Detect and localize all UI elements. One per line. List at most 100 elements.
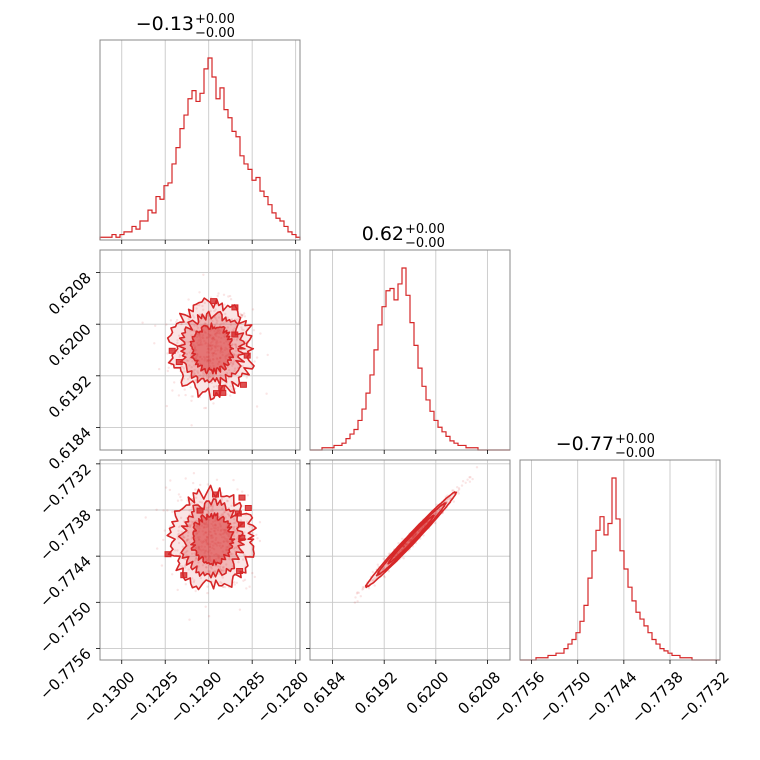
scatter-point [236, 537, 239, 540]
scatter-point [220, 497, 223, 500]
scatter-point [155, 508, 158, 511]
scatter-point [355, 592, 359, 595]
scatter-point [475, 466, 479, 469]
scatter-point [223, 510, 227, 514]
scatter-point [464, 481, 467, 484]
scatter-point [199, 338, 202, 341]
axes-frame [309, 249, 511, 451]
scatter-point [199, 340, 202, 343]
density-contour [210, 298, 218, 305]
scatter-point [210, 534, 213, 537]
scatter-point [167, 366, 170, 369]
scatter-point [204, 523, 207, 526]
scatter-point [242, 558, 245, 561]
scatter-point [238, 608, 242, 611]
scatter-point [234, 521, 237, 524]
scatter-point [242, 579, 245, 582]
scatter-point [203, 359, 206, 362]
scatter-point [231, 362, 235, 366]
scatter-point [207, 350, 210, 353]
scatter-point [177, 525, 181, 529]
scatter-point [188, 513, 192, 516]
scatter-point [215, 345, 219, 348]
scatter-point [457, 492, 460, 495]
density-contour [190, 512, 236, 567]
scatter-point [225, 546, 228, 549]
scatter-point [229, 362, 232, 365]
scatter-point [218, 555, 221, 558]
scatter-point [361, 588, 364, 591]
scatter-point [199, 336, 202, 339]
histogram-step-line [310, 267, 510, 451]
scatter-point [204, 566, 208, 569]
scatter-point [243, 312, 246, 315]
scatter-point [181, 342, 184, 345]
scatter-point [168, 488, 172, 492]
scatter-point [221, 545, 224, 548]
scatter-point [220, 347, 223, 350]
scatter-point [225, 382, 228, 385]
scatter-point [233, 367, 237, 370]
scatter-point [183, 388, 186, 391]
scatter-point [198, 291, 201, 294]
scatter-point [205, 542, 208, 545]
scatter-point [452, 500, 455, 503]
scatter-point [213, 570, 217, 573]
scatter-point [177, 394, 181, 397]
scatter-point [209, 309, 212, 313]
density-contour [213, 390, 220, 397]
scatter-point [232, 362, 235, 365]
scatter-point [205, 523, 208, 526]
density-contour [231, 304, 239, 311]
scatter-point [213, 526, 216, 530]
scatter-point [227, 513, 230, 516]
scatter-point [196, 370, 199, 373]
scatter-point [214, 542, 217, 546]
scatter-point [201, 371, 205, 374]
scatter-point [206, 348, 209, 351]
scatter-point [197, 561, 200, 564]
scatter-point [232, 360, 235, 363]
scatter-point [382, 567, 385, 570]
scatter-point [176, 533, 180, 536]
scatter-point [220, 322, 223, 326]
scatter-point [417, 530, 421, 533]
scatter-point [196, 341, 199, 345]
scatter-point [199, 362, 202, 366]
scatter-point [216, 319, 219, 323]
scatter-point [196, 520, 199, 523]
scatter-point [413, 533, 416, 537]
scatter-point [202, 273, 205, 276]
scatter-point [376, 563, 379, 566]
scatter-point [194, 589, 197, 593]
scatter-point [186, 538, 189, 541]
scatter-point [211, 352, 215, 355]
scatter-point [214, 518, 217, 521]
scatter-point [204, 556, 208, 559]
density-contour [236, 568, 244, 574]
scatter-point [220, 513, 223, 516]
scatter-point [208, 344, 212, 348]
scatter-point [188, 523, 191, 527]
scatter-point [214, 527, 218, 530]
scatter-point [226, 546, 230, 549]
scatter-point [211, 540, 215, 543]
scatter-point [228, 294, 232, 298]
scatter-point [216, 341, 219, 344]
scatter-point [435, 511, 438, 514]
scatter-point [202, 548, 205, 551]
scatter-point [214, 558, 218, 561]
scatter-point [210, 347, 214, 350]
scatter-point [202, 540, 205, 543]
axes-frame [309, 459, 511, 661]
scatter-point [414, 534, 417, 537]
scatter-point [204, 550, 207, 553]
scatter-point [208, 530, 211, 533]
scatter-point [224, 312, 227, 316]
scatter-point [203, 551, 206, 555]
scatter-point [205, 535, 208, 538]
scatter-point [414, 533, 418, 536]
scatter-point [166, 509, 169, 512]
scatter-point [205, 336, 209, 340]
scatter-point [207, 355, 211, 358]
